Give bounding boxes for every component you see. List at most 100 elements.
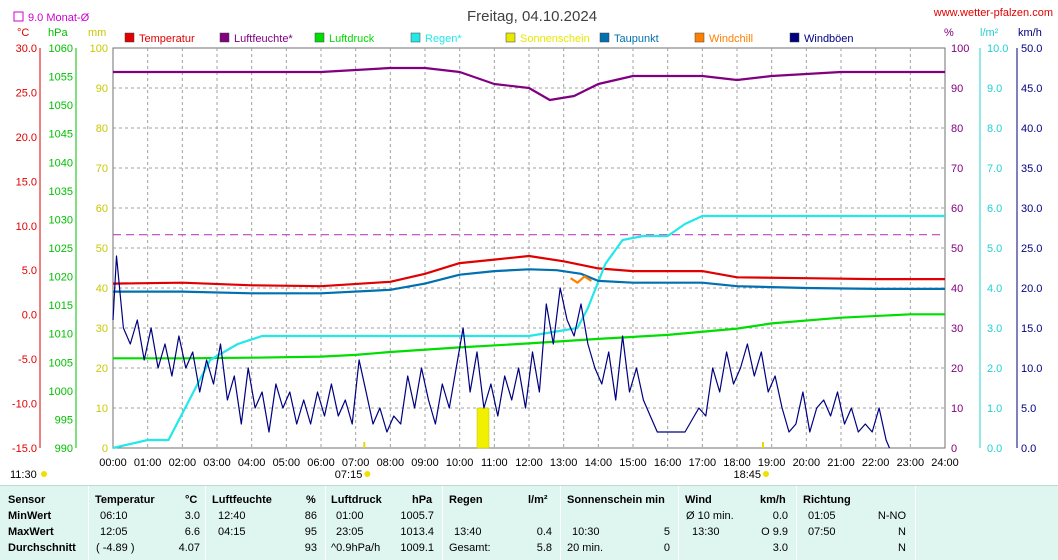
legend-swatch	[124, 32, 135, 43]
header-wind: Wind	[685, 494, 712, 506]
temp-avg-note: ( -4.89 )	[96, 542, 135, 554]
legend-label: Taupunkt	[614, 33, 659, 45]
hum-min-value: 86	[304, 510, 317, 522]
rain-l-tick-label: 5.0	[987, 243, 1002, 255]
legend-swatch	[219, 32, 230, 43]
legend-swatch	[505, 32, 516, 43]
dir-avg-value: N	[898, 542, 906, 554]
x-tick-label: 24:00	[931, 457, 959, 469]
legend-swatch	[599, 32, 610, 43]
humidity-tick-label: 70	[951, 163, 963, 175]
press-min-value: 1005.7	[400, 510, 434, 522]
legend-label: Windböen	[804, 33, 854, 45]
x-tick-label: 20:00	[793, 457, 821, 469]
sun-total-value: 0	[663, 542, 670, 554]
wind-min-value: 0.0	[772, 510, 788, 522]
hum-max-value: 95	[304, 526, 317, 538]
row-label-avg: Durchschnitt	[8, 542, 76, 554]
divider	[442, 486, 443, 560]
legend-label: Regen*	[425, 33, 462, 45]
legend-label: Windchill	[709, 33, 753, 45]
site-link[interactable]: www.wetter-pfalzen.com	[933, 7, 1053, 19]
series-line-windböen	[112, 255, 891, 449]
x-tick-label: 13:00	[550, 457, 578, 469]
pressure-tick-label: 1020	[49, 272, 73, 284]
divider	[205, 486, 206, 560]
rain-mm-tick-label: 80	[96, 123, 108, 135]
x-tick-label: 11:00	[481, 457, 508, 469]
wind-tick-label: 30.0	[1021, 203, 1042, 215]
header-sensor: Sensor	[8, 494, 46, 506]
x-tick-label: 16:00	[654, 457, 682, 469]
sunshine-bar	[476, 407, 490, 449]
sun-max-value: 5	[663, 526, 670, 538]
rain-mm-tick-label: 30	[96, 323, 108, 335]
press-min-time: 01:00	[336, 510, 364, 522]
row-label-max: MaxWert	[8, 526, 54, 538]
rain-mm-tick-label: 90	[96, 83, 108, 95]
legend: Temperatur Luftfeuchte* Luftdruck Regen* Son…	[124, 32, 854, 45]
unit-wind: km/h	[1018, 27, 1042, 39]
x-tick-label: 03:00	[203, 457, 231, 469]
divider	[560, 486, 561, 560]
rain-total-value: 5.8	[536, 542, 552, 554]
header-hum-unit: %	[306, 494, 316, 506]
legend-swatch	[410, 32, 421, 43]
wind-tick-label: 50.0	[1021, 43, 1042, 55]
pressure-tick-label: 1035	[49, 186, 73, 198]
x-tick-label: 07:00	[342, 457, 370, 469]
wind-tick-label: 10.0	[1021, 363, 1042, 375]
wind-tick-label: 45.0	[1021, 83, 1042, 95]
monthly-avg-swatch	[13, 11, 24, 22]
temp-max-time: 12:05	[100, 526, 128, 538]
pressure-tick-label: 1010	[49, 329, 73, 341]
wind-tick-label: 15.0	[1021, 323, 1042, 335]
hum-max-time: 04:15	[218, 526, 246, 538]
rain-mm-tick-label: 40	[96, 283, 108, 295]
pressure-tick-label: 1000	[49, 386, 73, 398]
weather-chart: Freitag, 04.10.2024 www.wetter-pfalzen.c…	[10, 7, 1053, 481]
humidity-tick-label: 40	[951, 283, 963, 295]
header-rain-unit: l/m²	[528, 494, 548, 506]
row-label-min: MinWert	[8, 510, 52, 522]
legend-label: Luftdruck	[329, 33, 375, 45]
pressure-tick-label: 1050	[49, 100, 73, 112]
header-press-unit: hPa	[412, 494, 433, 506]
header-temperatur: Temperatur	[95, 494, 155, 506]
unit-pressure: hPa	[48, 27, 68, 39]
sun-icon	[41, 471, 47, 477]
humidity-tick-label: 100	[951, 43, 969, 55]
rain-mm-tick-label: 0	[102, 443, 108, 455]
series-line-temperatur	[112, 254, 945, 288]
dir-min-value: N-NO	[877, 510, 906, 522]
temp-min-value: 3.0	[184, 510, 200, 522]
rain-max-value: 0.4	[536, 526, 552, 538]
header-luftfeuchte: Luftfeuchte	[212, 494, 272, 506]
temp-tick-label: 0.0	[22, 310, 37, 322]
legend-label: Temperatur	[139, 33, 195, 45]
legend-label: Sonnenschein	[520, 33, 590, 45]
pressure-tick-label: 1055	[49, 72, 73, 84]
humidity-tick-label: 0	[951, 443, 957, 455]
press-max-value: 1013.4	[400, 526, 434, 538]
header-wind-unit: km/h	[760, 494, 786, 506]
x-tick-label: 09:00	[411, 457, 439, 469]
legend-label: Luftfeuchte*	[234, 33, 293, 45]
rain-l-tick-label: 10.0	[987, 43, 1008, 55]
rain-l-tick-label: 4.0	[987, 283, 1002, 295]
header-temp-unit: °C	[185, 494, 198, 506]
rain-max-time: 13:40	[454, 526, 482, 538]
legend-swatch	[314, 32, 325, 43]
sun-icon	[364, 471, 371, 477]
x-tick-label: 14:00	[585, 457, 613, 469]
x-tick-label: 18:00	[723, 457, 751, 469]
monthly-avg-text: 9.0 Monat-Ø	[28, 12, 90, 24]
unit-temp: °C	[17, 27, 29, 39]
divider	[796, 486, 797, 560]
sunshine-bars	[476, 407, 490, 449]
divider	[325, 486, 326, 560]
rain-l-tick-label: 2.0	[987, 363, 1002, 375]
x-tick-label: 12:00	[515, 457, 543, 469]
grid	[113, 48, 945, 448]
press-avg-value: 1009.1	[400, 542, 434, 554]
